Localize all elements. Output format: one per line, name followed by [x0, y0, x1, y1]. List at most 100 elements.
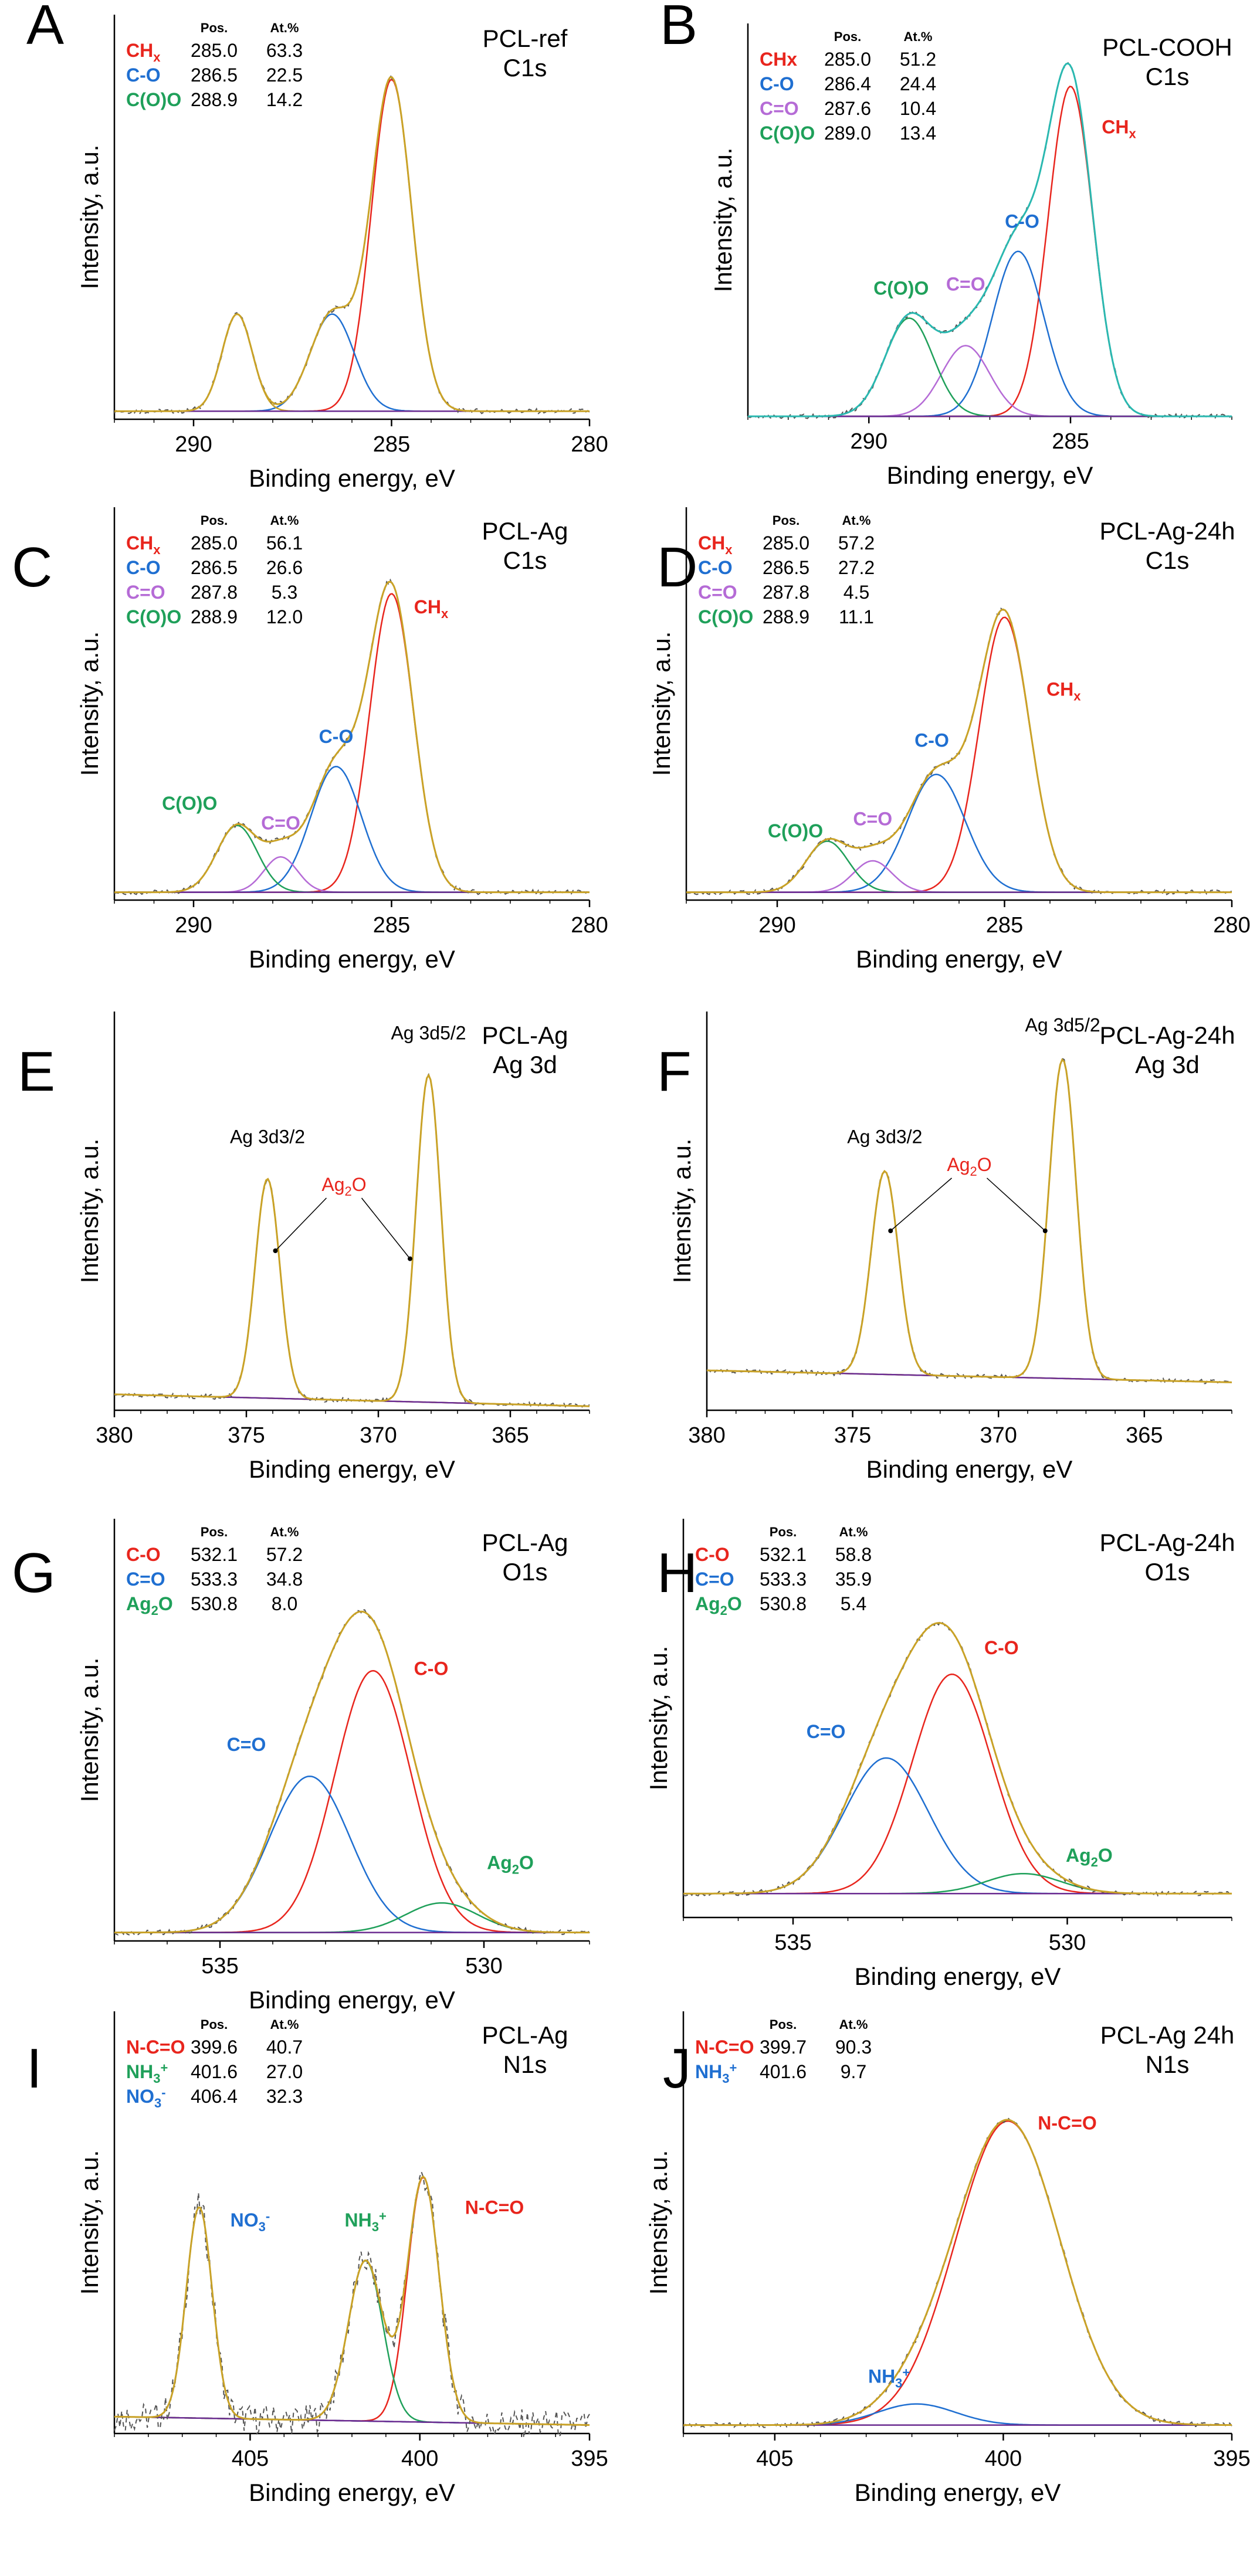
- legend-head-pos: Pos.: [201, 21, 228, 35]
- legend-label: CHx: [760, 49, 797, 70]
- legend-pos-value: 286.5: [191, 65, 238, 86]
- y-axis-title: Intensity, a.u.: [76, 2150, 103, 2295]
- ann-sup: +: [902, 2365, 910, 2380]
- peak-annotation: N-C=O: [465, 2197, 524, 2218]
- legend-at-value: 11.1: [839, 606, 874, 627]
- ann-main: CH: [1102, 117, 1129, 138]
- x-tick-label: 530: [465, 1954, 502, 1978]
- legend-at-value: 5.3: [272, 582, 297, 603]
- legend-label-tail: O: [727, 1593, 742, 1614]
- sample-title-line: PCL-Ag-24h: [1099, 517, 1235, 545]
- sample-title-line: PCL-Ag: [482, 1021, 568, 1049]
- legend-head-at: At.%: [270, 2017, 299, 2032]
- panel-H: H 535 530 Binding energy, eV Intensity, a.u.…: [645, 1519, 1235, 1990]
- peak-annotation: C(O)O: [873, 277, 929, 298]
- sample-title-line: N1s: [503, 2051, 547, 2078]
- legend-label-tail: O: [158, 1593, 173, 1614]
- ann-tail: O: [1098, 1845, 1113, 1866]
- ag-peak-label: Ag 3d3/2: [230, 1126, 305, 1147]
- x-axis-title: Binding energy, eV: [249, 1455, 455, 1483]
- legend-head-pos: Pos.: [773, 513, 800, 528]
- component-peak-NH3+: [683, 2403, 1232, 2426]
- legend-head-at: At.%: [839, 2017, 868, 2032]
- ag2o-main: Ag: [947, 1154, 970, 1175]
- panel-letter: A: [26, 0, 64, 56]
- envelope-fit: [114, 1073, 590, 1407]
- legend-head-pos: Pos.: [770, 2017, 797, 2032]
- legend-label-sub: 3: [154, 2096, 161, 2110]
- x-tick-label: 280: [571, 913, 608, 938]
- legend-at-value: 12.0: [266, 606, 303, 627]
- envelope-fit: [686, 608, 1232, 894]
- ag2o-arrow-head: [888, 1228, 893, 1233]
- ag-peak-label: Ag 3d5/2: [1025, 1014, 1100, 1036]
- sample-title-line: PCL-ref: [483, 25, 568, 52]
- x-tick-label: 395: [1213, 2446, 1250, 2471]
- peak-annotation: C=O: [261, 812, 300, 833]
- panel-G: G 535 530 Binding energy, eV Intensity, a.u.…: [12, 1519, 590, 2014]
- peak-annotation: C=O: [227, 1734, 266, 1755]
- legend-head-pos: Pos.: [770, 1525, 797, 1539]
- sample-title-line: PCL-COOH: [1102, 33, 1232, 61]
- x-tick-label: 290: [175, 913, 212, 938]
- x-tick-label: 395: [571, 2446, 608, 2471]
- y-axis-title: Intensity, a.u.: [645, 1646, 672, 1791]
- component-peak-Ag 3d5/2: [114, 1074, 590, 1407]
- legend-label: C-O: [126, 1544, 161, 1565]
- legend-label: C(O)O: [698, 606, 753, 627]
- component-peak-C(O)O: [748, 317, 1232, 418]
- ann-sub: x: [441, 606, 449, 621]
- x-tick-label: 285: [373, 432, 410, 457]
- legend-at-value: 58.8: [835, 1544, 872, 1565]
- legend-at-value: 35.9: [835, 1569, 872, 1590]
- legend-label-sub: 3: [153, 2071, 160, 2086]
- ag-peak-label: Ag 3d5/2: [391, 1023, 466, 1044]
- peak-annotation: C-O: [1005, 211, 1039, 232]
- legend-at-value: 63.3: [266, 40, 303, 61]
- x-tick-label: 280: [571, 432, 608, 457]
- x-tick-label: 285: [1052, 429, 1089, 454]
- ag2o-arrow: [890, 1177, 952, 1231]
- ann-sub: 3: [259, 2219, 266, 2234]
- legend-label: NH3+: [695, 2061, 737, 2086]
- envelope-fit: [114, 1610, 590, 1934]
- component-peak-C=O: [683, 1757, 1232, 1895]
- x-tick-label: 370: [360, 1423, 397, 1448]
- peak-annotation: C=O: [807, 1721, 846, 1742]
- component-peak-CHx: [748, 86, 1232, 418]
- component-peak-C-O: [748, 250, 1232, 418]
- legend-label-main: CH: [126, 532, 153, 554]
- x-tick-label: 365: [492, 1423, 529, 1448]
- component-peak-C=O: [686, 860, 1232, 893]
- legend-at-value: 8.0: [272, 1593, 297, 1614]
- ag2o-arrow: [986, 1177, 1046, 1231]
- y-axis-title: Intensity, a.u.: [76, 1658, 103, 1803]
- component-peak-Ag 3d3/2: [114, 1177, 590, 1407]
- ag2o-tail: O: [352, 1174, 367, 1195]
- legend-label-sup: +: [160, 2061, 168, 2075]
- legend-pos-value: 285.0: [191, 40, 238, 61]
- legend-pos-value: 399.7: [760, 2037, 807, 2058]
- legend-pos-value: 401.6: [191, 2061, 238, 2082]
- component-peak-CHx: [686, 616, 1232, 893]
- legend-head-at: At.%: [904, 29, 933, 44]
- y-axis-title: Intensity, a.u.: [645, 2150, 672, 2295]
- ag2o-arrow: [361, 1197, 411, 1260]
- x-tick-label: 370: [980, 1423, 1017, 1448]
- y-axis-title: Intensity, a.u.: [76, 1139, 103, 1284]
- legend-pos-value: 533.3: [760, 1569, 807, 1590]
- sample-title-line: PCL-Ag 24h: [1100, 2021, 1235, 2049]
- x-axis-title: Binding energy, eV: [856, 945, 1062, 973]
- component-peak-NH3+: [114, 2260, 590, 2426]
- legend-at-value: 51.2: [900, 49, 936, 70]
- panel-F: F 380 375 370 365 Binding energy, eV Intensity…: [657, 1012, 1235, 1483]
- component-peak-C=O: [748, 345, 1232, 418]
- ann-main: Ag: [487, 1852, 512, 1874]
- legend-label: NO3-: [126, 2085, 166, 2110]
- ann-sub: 2: [512, 1862, 519, 1877]
- legend-pos-value: 532.1: [760, 1544, 807, 1565]
- legend-label: C-O: [698, 557, 733, 578]
- peak-annotation: NH3+: [868, 2365, 910, 2391]
- legend-pos-value: 401.6: [760, 2061, 807, 2082]
- panel-letter: D: [657, 536, 697, 599]
